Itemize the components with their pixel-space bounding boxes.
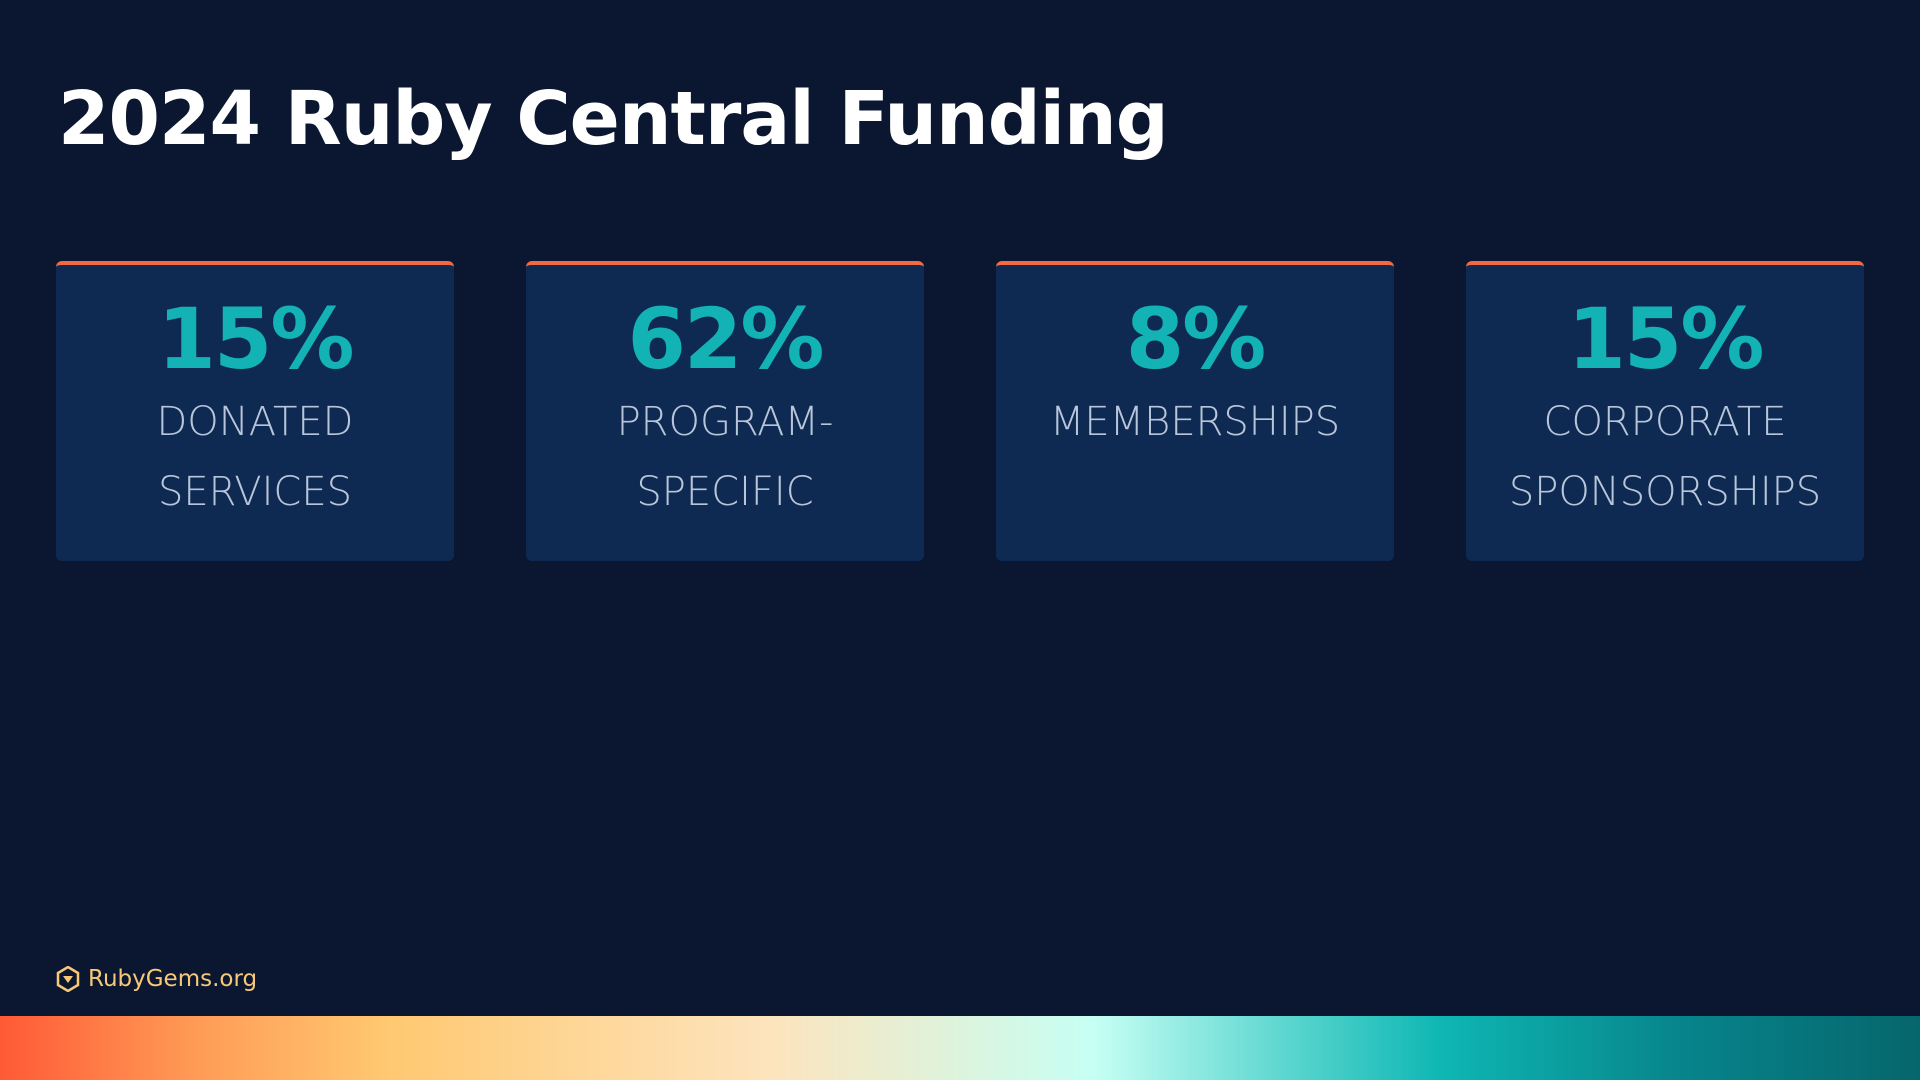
stat-label: SERVICES xyxy=(157,469,353,515)
stat-label: CORPORATE xyxy=(1543,399,1787,445)
stat-value: 8% xyxy=(1125,290,1267,388)
stat-label: DONATED xyxy=(156,399,354,445)
gradient-bar xyxy=(0,1016,1920,1080)
logo-icon xyxy=(56,966,80,992)
stat-card: 15% DONATED SERVICES xyxy=(56,261,454,561)
stat-card: 15% CORPORATE SPONSORSHIPS xyxy=(1466,261,1864,561)
slide-title: 2024 Ruby Central Funding xyxy=(58,76,1169,162)
stat-card: 62% PROGRAM- SPECIFIC xyxy=(526,261,924,561)
stat-label: SPECIFIC xyxy=(636,469,814,515)
stat-label: MEMBERSHIPS xyxy=(1049,399,1341,445)
stat-value: 15% xyxy=(1567,290,1764,388)
stat-label: SPONSORSHIPS xyxy=(1508,469,1822,515)
stat-value: 62% xyxy=(627,290,824,388)
stat-card: 8% MEMBERSHIPS xyxy=(996,261,1394,561)
card-row: 15% DONATED SERVICES 62% PROGRAM- SPECIFIC 8% M… xyxy=(56,261,1864,561)
stat-label: PROGRAM- xyxy=(616,399,834,445)
stat-value: 15% xyxy=(157,290,354,388)
footer: RubyGems.org xyxy=(56,966,257,992)
brand-name: RubyGems.org xyxy=(88,966,258,992)
